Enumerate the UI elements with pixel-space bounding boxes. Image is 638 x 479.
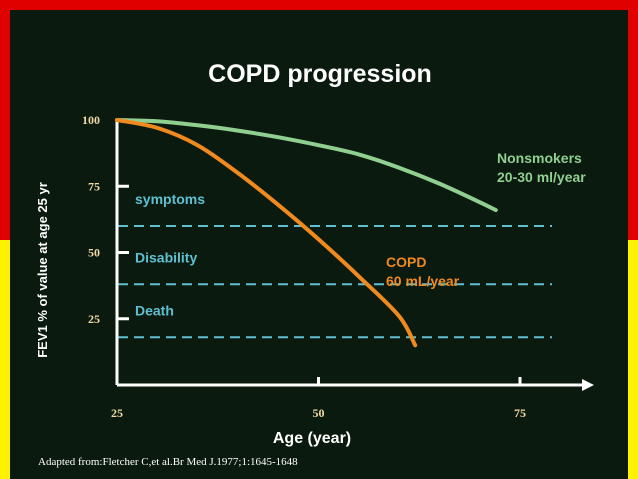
y-tick-label: 50 <box>88 246 100 260</box>
x-axis-label: Age (year) <box>273 430 351 447</box>
y-tick-label: 75 <box>88 179 100 193</box>
series-label-copd-line-2: 60 mL/year <box>386 273 460 289</box>
series-label-nonsmokers-line-1: Nonsmokers <box>497 150 582 166</box>
chart-panel <box>10 10 628 479</box>
source-citation: Adapted from:Fletcher C,et al.Br Med J.1… <box>38 456 298 468</box>
series-line-nonsmokers <box>115 118 498 213</box>
y-axis-label: FEV1 % of value at age 25 yr <box>35 182 50 358</box>
series-labels: Nonsmokers 20-30 ml/year COPD 60 mL/year <box>386 150 586 289</box>
x-tick-label: 50 <box>313 406 325 420</box>
x-tick-label: 25 <box>111 406 123 420</box>
threshold-label-symptoms: symptoms <box>135 191 205 207</box>
x-axis-arrowhead <box>582 379 594 391</box>
threshold-lines: symptoms Disability Death <box>118 191 552 339</box>
series-label-copd-line-1: COPD <box>386 254 426 270</box>
series-lines <box>115 118 498 348</box>
x-tick-label: 75 <box>514 406 526 420</box>
series-label-nonsmokers-line-2: 20-30 ml/year <box>497 169 586 185</box>
threshold-label-disability: Disability <box>135 249 197 265</box>
chart-title: COPD progression <box>208 60 432 88</box>
series-line-copd <box>115 118 418 348</box>
y-tick-label: 25 <box>88 312 100 326</box>
ticks: 100 75 50 25 25 50 75 <box>82 113 526 420</box>
y-tick-label: 100 <box>82 113 100 127</box>
threshold-label-death: Death <box>135 302 174 318</box>
